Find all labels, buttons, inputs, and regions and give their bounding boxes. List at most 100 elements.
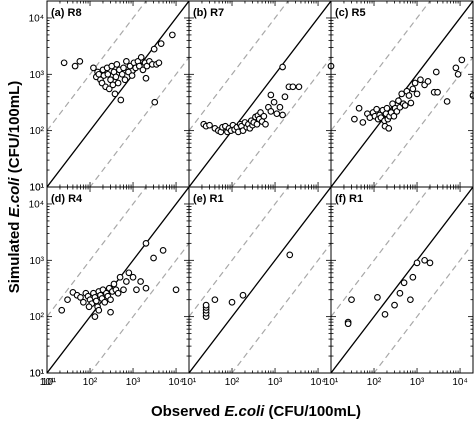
y-tick-label: 10²: [30, 312, 45, 323]
data-point: [60, 59, 68, 67]
data-point: [155, 59, 163, 67]
x-tick-label: 10⁴: [168, 377, 183, 388]
y-tick-label: 10⁴: [29, 199, 44, 210]
data-point: [114, 79, 122, 87]
data-point: [95, 306, 103, 314]
data-point: [58, 306, 66, 314]
data-point: [142, 74, 150, 82]
data-point: [407, 99, 415, 107]
data-point: [121, 76, 129, 84]
x-tick-label: 10¹: [40, 377, 55, 388]
data-point: [400, 279, 408, 287]
data-point: [374, 294, 381, 301]
data-point: [206, 121, 213, 129]
panel-title: (e) R1: [193, 193, 224, 205]
upper-bound-line: [331, 1, 431, 132]
data-point: [116, 273, 124, 281]
data-point: [407, 296, 414, 304]
data-point: [202, 301, 210, 309]
data-point: [383, 104, 391, 112]
data-point: [391, 301, 398, 309]
data-point: [123, 57, 130, 65]
data-point: [123, 278, 130, 285]
x-tick-label: 10⁴: [452, 377, 467, 388]
x-tick-label: 10²: [83, 377, 98, 388]
panel-title: (f) R1: [335, 193, 363, 205]
data-point: [120, 64, 127, 72]
data-point: [432, 68, 440, 76]
data-point: [128, 72, 136, 79]
panel-6: 10¹ 10² 10³ 10⁴ (f) R1: [324, 186, 474, 388]
data-point: [64, 296, 71, 304]
data-point: [267, 108, 275, 115]
data-point: [434, 88, 441, 96]
data-point: [77, 294, 84, 301]
panel-title: (a) R8: [51, 7, 82, 19]
data-point: [114, 289, 122, 297]
data-point: [118, 70, 126, 78]
data-point: [398, 90, 406, 98]
y-tick-label: 10⁴: [29, 13, 44, 24]
data-point: [395, 97, 402, 105]
x-tick-label: 10³: [410, 377, 425, 388]
x-tick-label: 10³: [268, 377, 283, 388]
lower-bound-line: [231, 242, 331, 373]
data-point: [107, 308, 114, 316]
data-point: [276, 103, 284, 111]
y-tick-label: 10¹: [30, 183, 45, 194]
data-point: [76, 57, 84, 65]
data-point: [211, 296, 219, 304]
x-axis-label: Observed E.coli (CFU/100mL): [151, 403, 361, 420]
data-point: [113, 61, 121, 68]
data-point: [351, 115, 358, 123]
data-point: [110, 280, 118, 288]
data-point: [396, 289, 404, 297]
data-point: [157, 40, 165, 48]
panel-3: (c) R5: [330, 0, 474, 188]
data-point: [413, 259, 421, 267]
data-point: [426, 259, 434, 267]
data-point: [373, 105, 380, 113]
y-tick-label: 10³: [30, 70, 45, 81]
y-axis-label: Simulated E.coli (CFU/100mL): [6, 81, 23, 294]
data-point: [458, 56, 466, 64]
data-point: [411, 79, 419, 87]
data-point: [295, 83, 303, 91]
data-point: [107, 296, 114, 304]
one-to-one-line: [47, 187, 189, 373]
x-tick-label: 10¹: [42, 377, 57, 388]
panel-title: (b) R7: [193, 7, 224, 19]
plot-frame: [330, 186, 474, 374]
data-point: [385, 124, 393, 132]
data-point: [111, 90, 119, 98]
data-point: [279, 111, 286, 119]
panel-title: (d) R4: [51, 193, 83, 205]
data-point: [71, 62, 79, 70]
data-point: [273, 110, 281, 118]
data-point: [120, 286, 127, 294]
lower-bound-line: [89, 56, 189, 187]
one-to-one-line: [189, 187, 331, 373]
data-point: [355, 104, 363, 112]
one-to-one-line: [331, 187, 473, 373]
x-tick-label: 10⁴: [310, 377, 325, 388]
data-point: [359, 119, 367, 126]
y-tick-label: 10¹: [30, 369, 45, 380]
x-tick-label: 10²: [225, 377, 240, 388]
panel-2: (b) R7: [188, 0, 335, 188]
data-point: [80, 298, 87, 306]
data-point: [172, 286, 180, 294]
data-point: [262, 120, 269, 128]
y-tick-label: 10¹: [30, 369, 45, 380]
lower-bound-line: [89, 242, 189, 373]
panel-5: 10¹ 10² 10³ 10⁴ (e) R1: [182, 186, 332, 388]
data-point: [239, 291, 247, 299]
x-tick-label: 10¹: [182, 377, 197, 388]
x-tick-label: 10³: [126, 377, 141, 388]
data-point: [289, 83, 297, 91]
data-point: [91, 313, 99, 321]
y-tick-label: 10³: [30, 256, 45, 267]
x-tick-label: 10¹: [324, 377, 339, 388]
data-point: [133, 286, 140, 294]
